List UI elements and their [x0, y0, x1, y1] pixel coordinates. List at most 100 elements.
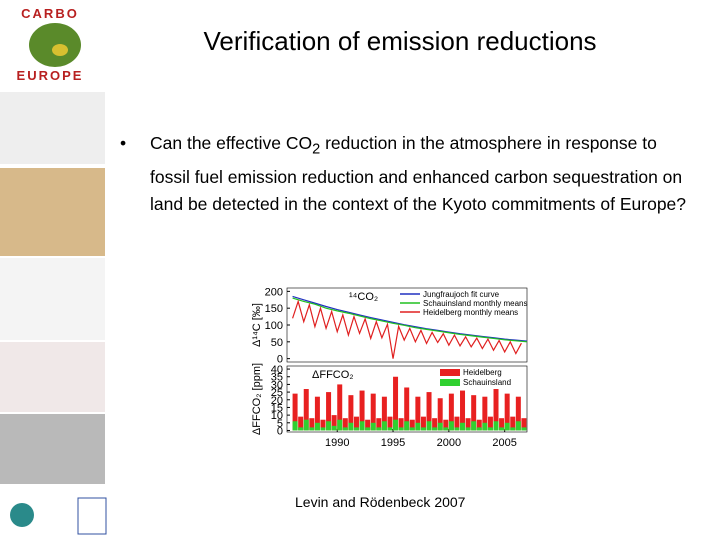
- bar: [337, 419, 343, 431]
- bar: [370, 422, 376, 431]
- thumb: [0, 342, 105, 412]
- bar: [437, 398, 443, 431]
- data-line: [292, 295, 528, 342]
- bar: [359, 390, 365, 431]
- bullet: • Can the effective CO2 reduction in the…: [120, 130, 690, 218]
- bar: [387, 427, 393, 431]
- bar: [504, 393, 510, 431]
- bar: [493, 421, 499, 431]
- bar: [482, 396, 488, 431]
- bar: [314, 396, 320, 431]
- y-tick-label: 40: [271, 364, 283, 376]
- bar: [298, 427, 304, 431]
- bar: [353, 416, 359, 431]
- bar: [348, 422, 354, 431]
- bar: [342, 418, 348, 431]
- y-tick-label: 0: [277, 425, 283, 437]
- thumb: [0, 414, 105, 484]
- bar: [393, 376, 399, 431]
- bar: [326, 421, 332, 431]
- bar: [348, 395, 354, 431]
- x-tick-label: 1990: [325, 437, 349, 449]
- thumb: [0, 258, 105, 340]
- legend-label: Schauinsland: [463, 378, 511, 387]
- bar: [510, 427, 516, 431]
- bar: [499, 418, 505, 431]
- bar: [448, 421, 454, 431]
- bar: [404, 421, 410, 431]
- bar: [515, 396, 521, 431]
- bar: [487, 427, 493, 431]
- y-tick-label: 15: [271, 402, 283, 414]
- y-tick-label: 5: [277, 418, 283, 430]
- bar: [398, 418, 404, 431]
- bar: [320, 419, 326, 431]
- y-tick-label: 30: [271, 379, 283, 391]
- logo-dot: [52, 44, 68, 56]
- panel-title: ΔFFCO₂: [312, 369, 354, 381]
- x-tick-label: 1995: [381, 437, 405, 449]
- subscript: 2: [312, 141, 321, 158]
- bar: [426, 392, 432, 431]
- legend-swatch: [440, 369, 460, 376]
- bar: [370, 393, 376, 431]
- bar: [326, 392, 332, 431]
- bar: [420, 416, 426, 431]
- bar: [342, 427, 348, 431]
- x-tick-label: 2005: [492, 437, 516, 449]
- bar: [426, 421, 432, 431]
- bar: [303, 419, 309, 431]
- bar: [376, 427, 382, 431]
- legend-label: Jungfraujoch fit curve: [423, 290, 500, 299]
- bar: [303, 389, 309, 431]
- legend-label: Heidelberg: [463, 368, 502, 377]
- bar: [460, 422, 466, 431]
- bar: [476, 419, 482, 431]
- bar: [454, 416, 460, 431]
- bar: [314, 422, 320, 431]
- bar: [437, 422, 443, 431]
- bar: [365, 419, 371, 431]
- data-line: [292, 297, 528, 343]
- y-tick-label: 50: [271, 337, 283, 349]
- bar: [443, 419, 449, 431]
- bar: [471, 395, 477, 431]
- bar: [432, 418, 438, 431]
- bar: [493, 389, 499, 431]
- bar: [381, 396, 387, 431]
- bar: [376, 418, 382, 431]
- bar: [515, 421, 521, 431]
- legend-label: Schauinsland monthly means: [423, 299, 528, 308]
- bar: [409, 419, 415, 431]
- bar: [510, 416, 516, 431]
- y-axis-label: Δ¹⁴C [‰]: [251, 303, 263, 347]
- bar: [415, 396, 421, 431]
- bar: [443, 427, 449, 431]
- bullet-text: Can the effective CO2 reduction in the a…: [150, 130, 690, 218]
- thumb: [0, 92, 105, 164]
- bar: [460, 390, 466, 431]
- bar: [465, 427, 471, 431]
- bar: [420, 427, 426, 431]
- bar: [359, 421, 365, 431]
- bar: [393, 419, 399, 431]
- y-tick-label: 200: [265, 286, 283, 298]
- bar: [353, 427, 359, 431]
- logo-top: CARBO: [21, 6, 79, 21]
- y-tick-label: 10: [271, 410, 283, 422]
- thumb: [0, 168, 105, 256]
- uni-logo: [77, 497, 107, 535]
- bar: [292, 421, 298, 431]
- y-axis-label: ΔFFCO₂ [ppm]: [251, 363, 263, 435]
- bar: [309, 418, 315, 431]
- bar: [448, 393, 454, 431]
- bar: [432, 427, 438, 431]
- bar: [309, 427, 315, 431]
- bar: [415, 422, 421, 431]
- bar: [298, 416, 304, 431]
- logo-leaf: [29, 23, 81, 67]
- bar: [499, 427, 505, 431]
- slide-title: Verification of emission reductions: [203, 26, 597, 56]
- bar: [409, 427, 415, 431]
